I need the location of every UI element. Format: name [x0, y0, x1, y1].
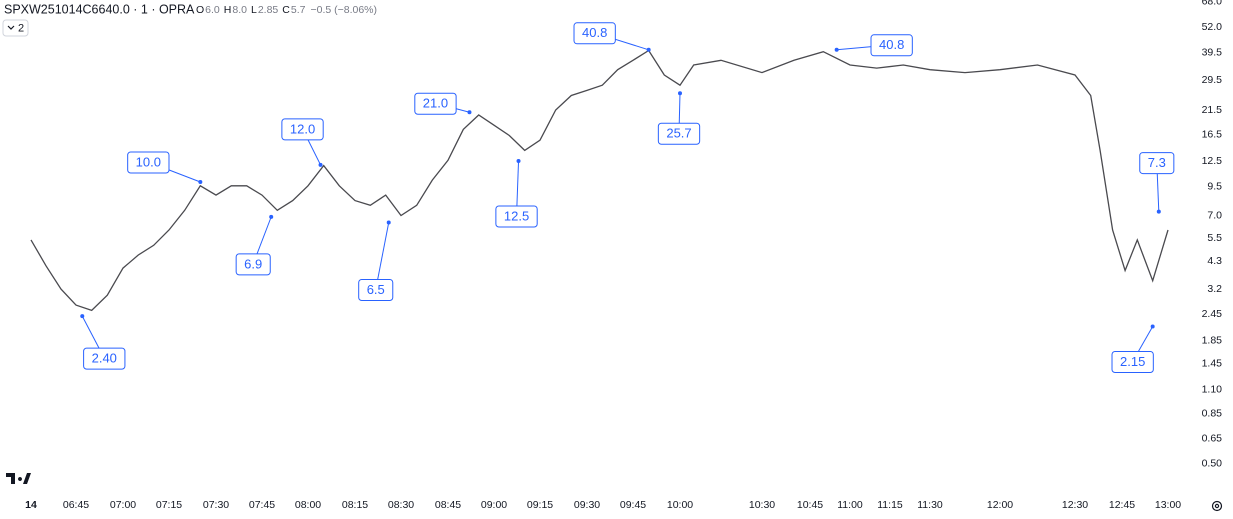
x-tick-label: 09:15	[527, 499, 553, 511]
y-tick-label: 3.2	[1207, 283, 1222, 295]
annotation-label: 25.7	[666, 126, 691, 141]
y-tick-label: 0.85	[1202, 408, 1223, 420]
annotation-label: 2.15	[1120, 354, 1145, 369]
x-tick-label: 11:30	[917, 499, 943, 511]
ohlc-low: 2.85	[258, 4, 279, 16]
symbol: SPXW251014C6640.0 · 1 · OPRA	[4, 2, 195, 16]
x-tick-label: 10:00	[667, 499, 693, 511]
annotation-point	[269, 214, 274, 219]
ohlc-open-key: O	[196, 4, 204, 16]
annotation-label: 12.5	[504, 208, 529, 223]
ohlc-high: 8.0	[232, 4, 247, 16]
annotation-box	[1139, 152, 1175, 175]
annotation-label: 6.5	[367, 282, 385, 297]
ohlc-close-key: C	[282, 4, 290, 16]
annotation-point	[1156, 209, 1161, 214]
ohlc-open: 6.0	[205, 4, 220, 16]
y-tick-label: 4.3	[1207, 255, 1222, 267]
chevron-icon	[7, 25, 15, 30]
annotation-point	[318, 162, 323, 167]
annotation-point	[516, 159, 521, 164]
x-tick-label: 07:00	[110, 499, 136, 511]
annotation-point	[678, 91, 682, 96]
x-tick-label: 11:15	[877, 499, 903, 511]
annotation-leader	[375, 222, 390, 290]
y-tick-label: 68.0	[1202, 0, 1223, 8]
annotation-point	[646, 47, 651, 52]
x-tick-label: 06:45	[63, 499, 89, 511]
annotation-box	[657, 122, 701, 145]
x-tick-label: 09:45	[620, 499, 646, 511]
x-tick-label: 10:45	[797, 499, 823, 511]
annotation-box	[358, 278, 394, 301]
x-tick-label: 14	[25, 499, 37, 511]
annotation-point	[198, 179, 203, 184]
annotation-label: 6.9	[244, 256, 262, 271]
y-tick-label: 52.0	[1202, 21, 1223, 33]
x-tick-label: 07:30	[203, 499, 229, 511]
ohlc-change: −0.5 (−8.06%)	[310, 4, 377, 16]
ohlc-close: 5.7	[291, 4, 306, 16]
x-tick-label: 10:30	[749, 499, 775, 511]
y-tick-label: 29.5	[1202, 74, 1223, 86]
y-tick-label: 5.5	[1207, 232, 1222, 244]
x-tick-label: 12:00	[987, 499, 1013, 511]
y-tick-label: 21.5	[1202, 104, 1223, 116]
tradingview-logo	[6, 473, 31, 484]
annotation-point	[1150, 324, 1155, 329]
annotation-box	[495, 205, 538, 228]
annotation-box	[573, 22, 616, 45]
y-tick-label: 12.5	[1202, 155, 1223, 167]
annotation-box	[235, 253, 271, 276]
y-tick-label: 16.5	[1202, 129, 1223, 141]
x-tick-label: 09:00	[481, 499, 507, 511]
x-tick-label: 08:30	[388, 499, 414, 511]
x-tick-label: 08:45	[435, 499, 461, 511]
annotation-label: 40.8	[582, 25, 607, 40]
x-tick-label: 12:30	[1062, 499, 1088, 511]
x-tick-label: 12:45	[1109, 499, 1135, 511]
x-tick-label: 13:00	[1155, 499, 1181, 511]
ohlc-high-key: H	[224, 4, 232, 16]
x-tick-label: 07:15	[156, 499, 182, 511]
y-tick-label: 1.45	[1202, 357, 1223, 369]
annotation-box	[127, 151, 170, 174]
x-tick-label: 07:45	[249, 499, 275, 511]
y-tick-label: 0.65	[1202, 433, 1223, 445]
y-tick-label: 7.0	[1207, 209, 1222, 221]
annotation-label: 2.40	[92, 351, 117, 366]
annotation-label: 21.0	[423, 96, 448, 111]
annotation-box	[1111, 350, 1154, 373]
ohlc-legend: O 6.0 H 8.0 L 2.85 C 5.7 −0.5 (−8.06%)	[196, 4, 377, 16]
annotation-box	[281, 118, 324, 141]
x-tick-label: 09:30	[574, 499, 600, 511]
x-tick-label: 08:00	[295, 499, 321, 511]
annotation-point	[80, 314, 85, 319]
annotation-point	[467, 110, 472, 115]
y-tick-label: 1.10	[1202, 383, 1223, 395]
y-tick-label: 39.5	[1202, 47, 1223, 59]
y-tick-label: 1.85	[1202, 334, 1223, 346]
y-tick-label: 0.50	[1202, 457, 1223, 469]
annotation-label: 12.0	[290, 121, 315, 136]
indicator-toggle[interactable]	[2, 19, 29, 37]
annotation-point	[386, 220, 391, 225]
settings-icon[interactable]	[1211, 500, 1223, 512]
annotation-box	[83, 347, 126, 370]
ohlc-low-key: L	[251, 4, 257, 16]
annotation-box	[414, 92, 457, 115]
x-tick-label: 11:00	[837, 499, 863, 511]
annotation-label: 40.8	[879, 37, 904, 52]
indicator-count: 2	[18, 22, 24, 34]
annotation-label: 7.3	[1148, 155, 1166, 170]
annotation-label: 10.0	[136, 154, 161, 169]
y-tick-label: 2.45	[1202, 308, 1223, 320]
annotation-point	[834, 47, 839, 52]
x-tick-label: 08:15	[342, 499, 368, 511]
annotation-box	[870, 34, 913, 57]
y-tick-label: 9.5	[1207, 181, 1222, 193]
price-line	[30, 49, 1169, 312]
